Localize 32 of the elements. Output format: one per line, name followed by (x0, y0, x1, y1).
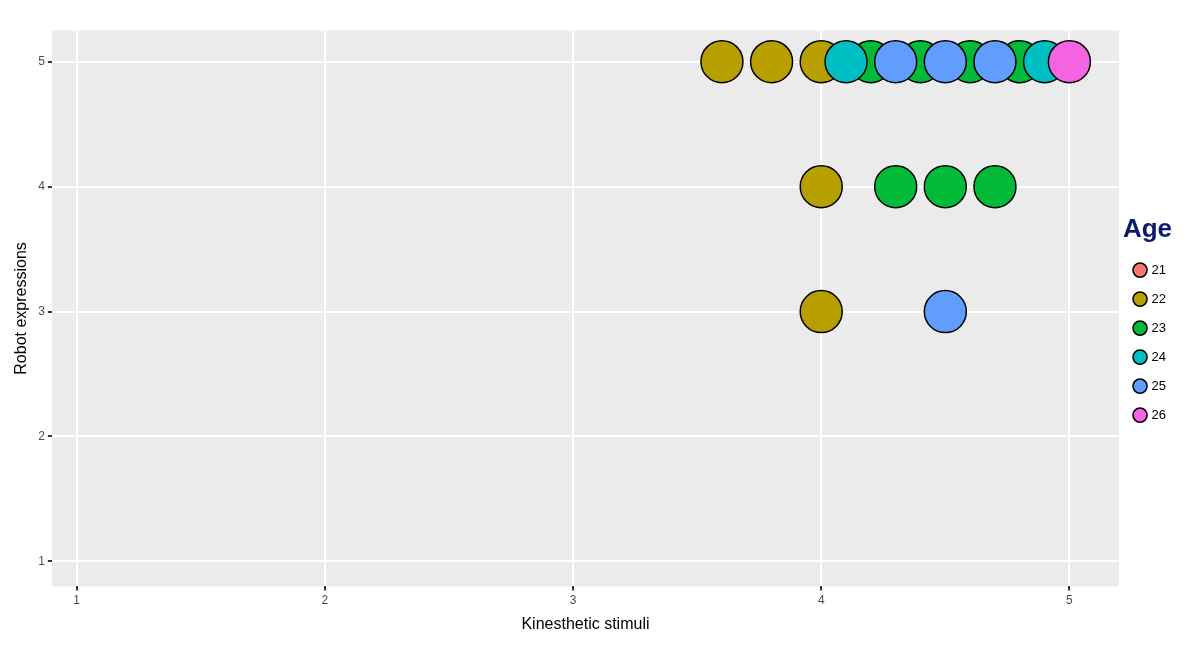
x-tick-label: 3 (569, 592, 577, 607)
y-tick-label: 5 (38, 54, 46, 69)
legend-label: 24 (1151, 348, 1167, 364)
y-tick-label: 4 (38, 178, 46, 193)
x-tick-label: 1 (73, 592, 81, 607)
legend-label: 26 (1151, 406, 1167, 422)
x-tick-label: 5 (1066, 592, 1074, 607)
point (799, 289, 843, 334)
y-tick-label: 2 (38, 428, 46, 443)
point (749, 39, 794, 84)
point (923, 164, 968, 209)
legend-label: 21 (1151, 261, 1167, 277)
point (923, 289, 968, 334)
point (873, 39, 918, 84)
point (799, 164, 843, 209)
x-tick-label: 4 (817, 592, 825, 607)
point (873, 164, 918, 209)
y-axis-title: Robot expressions (12, 242, 30, 375)
point (973, 39, 1017, 84)
legend-title: Age (1122, 212, 1173, 243)
point (700, 39, 744, 84)
point (1047, 39, 1092, 84)
legend-label: 22 (1151, 290, 1167, 306)
y-tick-label: 3 (38, 303, 46, 318)
legend-label: 23 (1151, 319, 1167, 335)
x-tick-label: 2 (321, 592, 329, 607)
point (973, 164, 1017, 209)
x-axis-title: Kinesthetic stimuli (521, 614, 650, 632)
point (923, 39, 968, 84)
point (824, 39, 868, 84)
legend-label: 25 (1151, 377, 1167, 393)
y-tick-label: 1 (38, 553, 46, 568)
